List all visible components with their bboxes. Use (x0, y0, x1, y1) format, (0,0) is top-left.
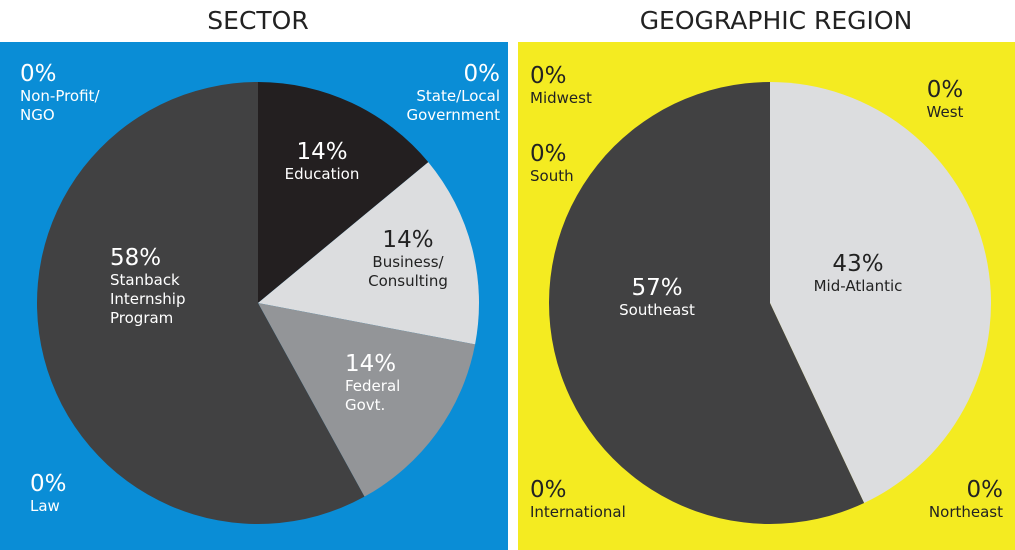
category-label: Stanback Internship Program (110, 271, 186, 327)
pie-slice (770, 82, 991, 503)
slice-label: 0% Northeast (928, 477, 1004, 522)
slice-label: 14% Business/ Consulting (368, 227, 448, 291)
slice-label: 58% Stanback Internship Program (110, 245, 186, 328)
slice-label: 0% State/Local Government (406, 61, 501, 125)
value-label: 58% (110, 245, 162, 271)
pie-slice (258, 303, 476, 497)
category-label: Business/ Consulting (368, 253, 448, 291)
slice-label: 0% International (530, 477, 626, 522)
category-label: State/Local Government (406, 87, 500, 125)
value-label: 0% (530, 63, 567, 89)
pie-slice (37, 82, 365, 524)
value-label: 0% (30, 471, 67, 497)
chart-title: GEOGRAPHIC REGION (639, 6, 913, 35)
category-label: Non-Profit/ NGO (20, 87, 100, 125)
slice-label: 14% Federal Govt. (345, 351, 401, 415)
slice-label: 0% Non-Profit/ NGO (20, 61, 100, 125)
pie-slice (549, 82, 865, 524)
category-label: International (530, 503, 626, 522)
value-label: 14% (345, 351, 397, 377)
slice-label: 57% Southeast (619, 275, 695, 320)
value-label: 57% (631, 275, 683, 301)
value-label: 43% (832, 251, 884, 277)
category-label: Midwest (530, 89, 592, 108)
category-label: Southeast (619, 301, 695, 320)
category-label: Law (30, 497, 60, 516)
chart-title: SECTOR (207, 6, 309, 35)
value-label: 0% (463, 61, 501, 87)
value-label: 0% (926, 77, 964, 103)
slice-label: 0% Midwest (530, 63, 592, 108)
slice-label: 0% South (530, 141, 574, 186)
category-label: West (926, 103, 964, 122)
value-label: 0% (530, 141, 567, 167)
pie-slice (258, 162, 479, 345)
slice-label: 14% Education (284, 139, 360, 184)
category-label: Mid-Atlantic (813, 277, 903, 296)
category-label: South (530, 167, 574, 186)
category-label: Northeast (928, 503, 1003, 522)
value-label: 14% (296, 139, 348, 165)
category-label: Education (284, 165, 360, 184)
value-label: 0% (20, 61, 57, 87)
value-label: 14% (382, 227, 434, 253)
slice-label: 0% Law (30, 471, 67, 516)
value-label: 0% (966, 477, 1004, 503)
value-label: 0% (530, 477, 567, 503)
slice-label: 43% Mid-Atlantic (813, 251, 903, 296)
slice-label: 0% West (926, 77, 964, 122)
category-label: Federal Govt. (345, 377, 401, 415)
pie-slice (258, 82, 429, 303)
